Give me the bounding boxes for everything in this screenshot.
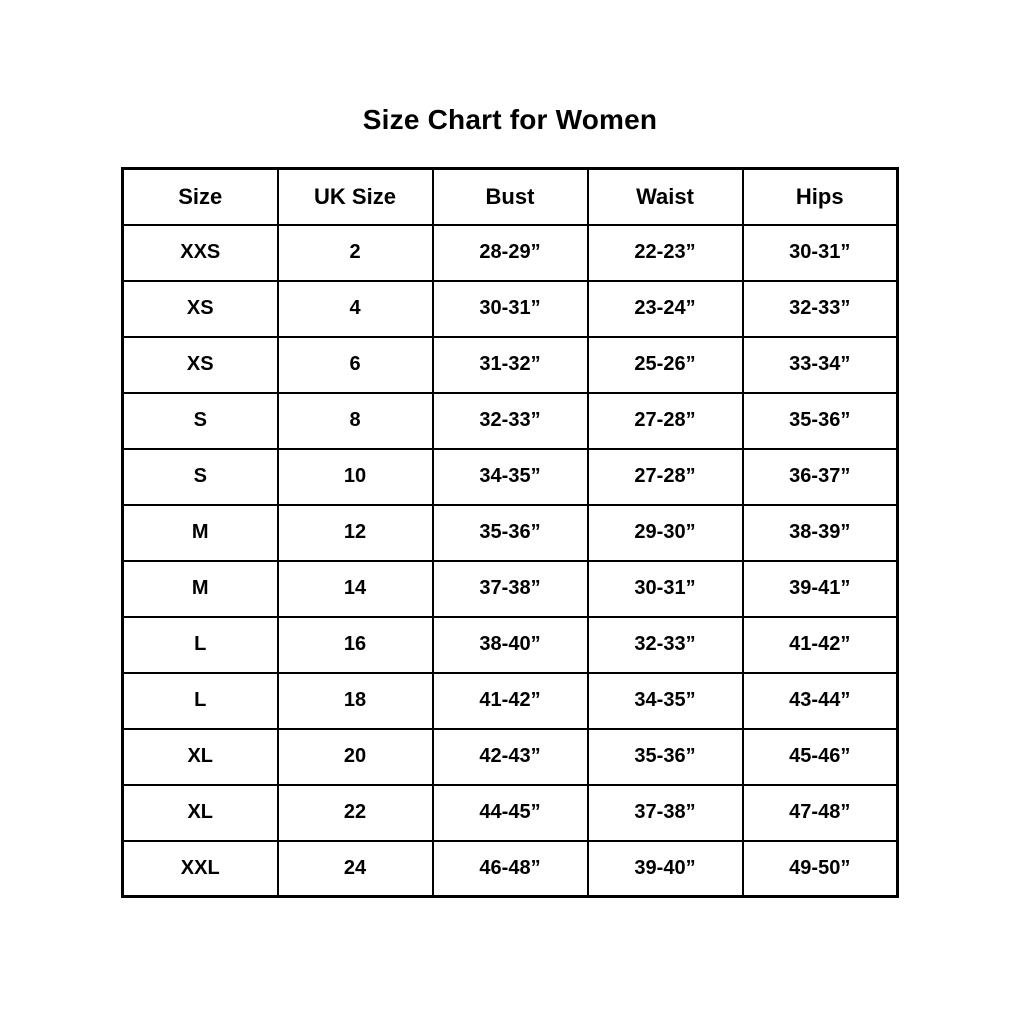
table-cell: 14 — [276, 559, 434, 618]
table-cell: 35-36” — [586, 727, 744, 786]
table-row: S 10 34-35” 27-28” 36-37” — [121, 447, 899, 506]
page-title: Size Chart for Women — [362, 104, 658, 135]
table-cell: 10 — [276, 447, 434, 506]
table-cell: L — [121, 615, 279, 674]
table-cell: 24 — [276, 839, 434, 898]
table-cell: 37-38” — [431, 559, 589, 618]
table-cell: 30-31” — [586, 559, 744, 618]
table-cell: 22-23” — [586, 223, 744, 282]
table-cell: 2 — [276, 223, 434, 282]
table-row: S 8 32-33” 27-28” 35-36” — [121, 391, 899, 450]
table-cell: 49-50” — [741, 839, 899, 898]
table-cell: 44-45” — [431, 783, 589, 842]
table-cell: M — [121, 503, 279, 562]
column-header-size: Size — [121, 167, 279, 226]
table-cell: 33-34” — [741, 335, 899, 394]
table-cell: 6 — [276, 335, 434, 394]
table-cell: 16 — [276, 615, 434, 674]
table-header: Size UK Size Bust Waist Hips — [121, 167, 899, 226]
table-cell: 34-35” — [586, 671, 744, 730]
table-cell: 8 — [276, 391, 434, 450]
size-chart-table: Size UK Size Bust Waist Hips XXS 2 28-29” 2… — [121, 167, 899, 898]
table-cell: 32-33” — [741, 279, 899, 338]
table-row: XXL 24 46-48” 39-40” 49-50” — [121, 839, 899, 898]
table-cell: 35-36” — [431, 503, 589, 562]
table-cell: 18 — [276, 671, 434, 730]
table-cell: 32-33” — [586, 615, 744, 674]
table-row: L 16 38-40” 32-33” 41-42” — [121, 615, 899, 674]
table-cell: L — [121, 671, 279, 730]
table-row: XS 6 31-32” 25-26” 33-34” — [121, 335, 899, 394]
table-cell: 38-39” — [741, 503, 899, 562]
table-row: L 18 41-42” 34-35” 43-44” — [121, 671, 899, 730]
table-cell: 30-31” — [741, 223, 899, 282]
table-cell: M — [121, 559, 279, 618]
table-cell: 27-28” — [586, 447, 744, 506]
table-cell: XL — [121, 727, 279, 786]
table-cell: XL — [121, 783, 279, 842]
table-cell: 37-38” — [586, 783, 744, 842]
table-cell: 45-46” — [741, 727, 899, 786]
table-body: XXS 2 28-29” 22-23” 30-31” XS 4 30-31” 23-24” 32-… — [121, 223, 899, 898]
table-row: XXS 2 28-29” 22-23” 30-31” — [121, 223, 899, 282]
table-cell: XXL — [121, 839, 279, 898]
table-row: M 14 37-38” 30-31” 39-41” — [121, 559, 899, 618]
column-header-hips: Hips — [741, 167, 899, 226]
table-cell: 27-28” — [586, 391, 744, 450]
table-cell: 25-26” — [586, 335, 744, 394]
table-cell: 22 — [276, 783, 434, 842]
table-cell: 41-42” — [431, 671, 589, 730]
table-cell: 46-48” — [431, 839, 589, 898]
table-cell: 43-44” — [741, 671, 899, 730]
table-cell: 42-43” — [431, 727, 589, 786]
table-cell: 12 — [276, 503, 434, 562]
table-cell: 32-33” — [431, 391, 589, 450]
table-row: XL 22 44-45” 37-38” 47-48” — [121, 783, 899, 842]
table-cell: 47-48” — [741, 783, 899, 842]
table-cell: 4 — [276, 279, 434, 338]
table-header-row: Size UK Size Bust Waist Hips — [121, 167, 899, 226]
table-row: M 12 35-36” 29-30” 38-39” — [121, 503, 899, 562]
column-header-uk-size: UK Size — [276, 167, 434, 226]
table-cell: 36-37” — [741, 447, 899, 506]
table-cell: 28-29” — [431, 223, 589, 282]
table-row: XS 4 30-31” 23-24” 32-33” — [121, 279, 899, 338]
column-header-bust: Bust — [431, 167, 589, 226]
column-header-waist: Waist — [586, 167, 744, 226]
table-cell: S — [121, 447, 279, 506]
table-cell: 23-24” — [586, 279, 744, 338]
table-cell: 39-41” — [741, 559, 899, 618]
table-cell: 29-30” — [586, 503, 744, 562]
table-cell: 20 — [276, 727, 434, 786]
table-cell: XXS — [121, 223, 279, 282]
table-row: XL 20 42-43” 35-36” 45-46” — [121, 727, 899, 786]
table-cell: 41-42” — [741, 615, 899, 674]
table-cell: XS — [121, 279, 279, 338]
table-cell: 38-40” — [431, 615, 589, 674]
table-cell: 31-32” — [431, 335, 589, 394]
table-cell: 34-35” — [431, 447, 589, 506]
table-cell: S — [121, 391, 279, 450]
table-cell: 35-36” — [741, 391, 899, 450]
table-cell: 30-31” — [431, 279, 589, 338]
table-cell: 39-40” — [586, 839, 744, 898]
table-cell: XS — [121, 335, 279, 394]
